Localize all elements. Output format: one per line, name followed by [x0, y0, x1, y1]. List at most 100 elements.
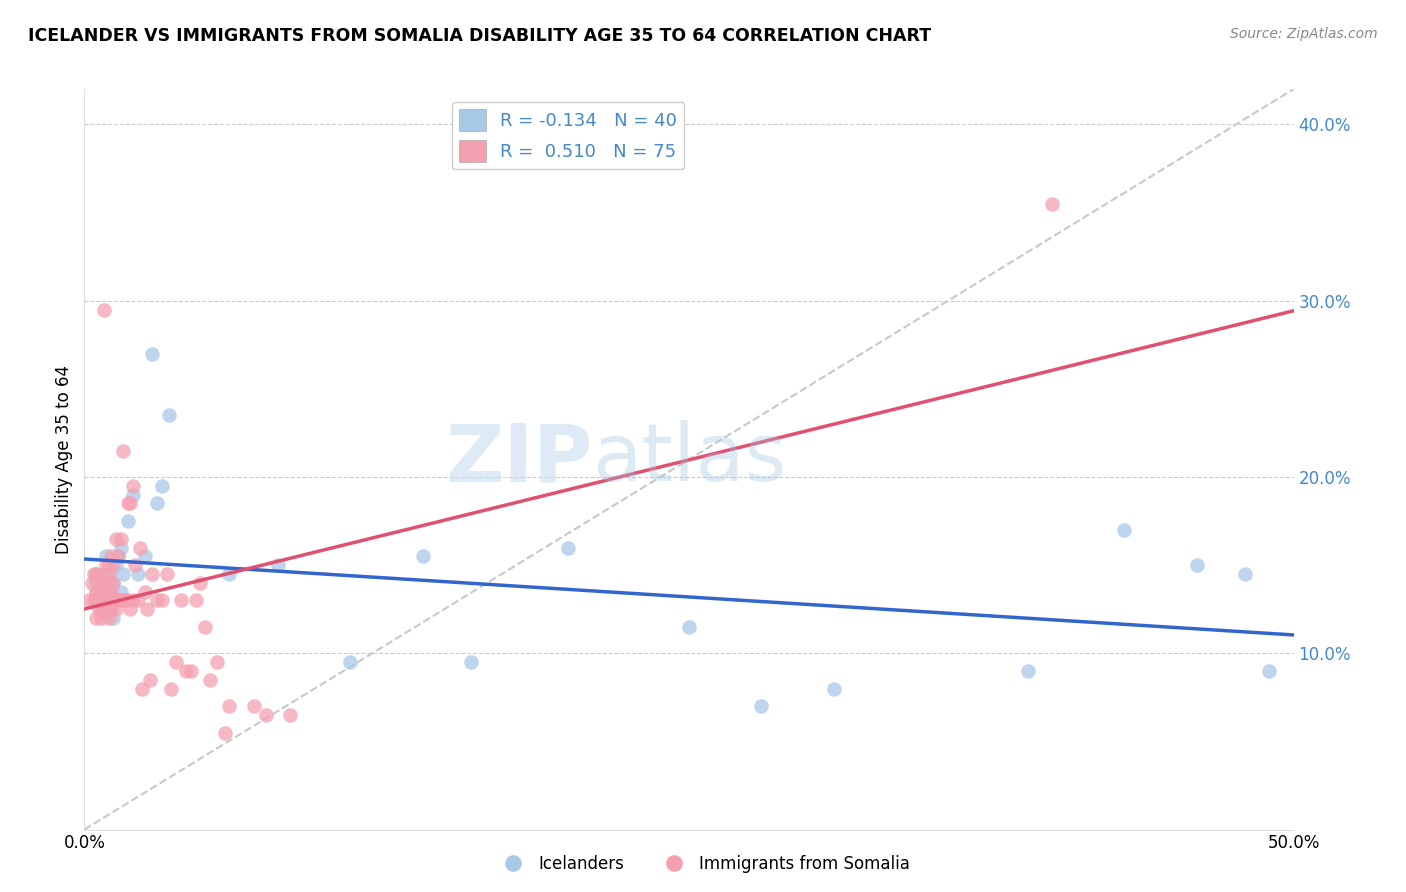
Point	[218, 566, 240, 581]
Point	[97, 602, 120, 616]
Point	[114, 593, 136, 607]
Point	[146, 496, 169, 510]
Point	[117, 496, 139, 510]
Point	[127, 566, 149, 581]
Point	[120, 602, 142, 616]
Point	[100, 549, 122, 564]
Point	[267, 558, 290, 573]
Point	[86, 566, 108, 581]
Point	[150, 593, 173, 607]
Point	[412, 549, 434, 564]
Text: ZIP: ZIP	[444, 420, 592, 499]
Legend: Icelanders, Immigrants from Somalia: Icelanders, Immigrants from Somalia	[489, 848, 917, 880]
Point	[90, 566, 112, 581]
Point	[97, 558, 120, 573]
Point	[90, 611, 112, 625]
Text: Source: ZipAtlas.com: Source: ZipAtlas.com	[1230, 27, 1378, 41]
Point	[97, 593, 120, 607]
Point	[87, 584, 110, 599]
Point	[242, 699, 264, 714]
Point	[87, 602, 110, 616]
Point	[93, 575, 115, 590]
Point	[77, 593, 100, 607]
Point	[103, 575, 125, 590]
Point	[112, 593, 135, 607]
Text: atlas: atlas	[592, 420, 786, 499]
Point	[194, 620, 217, 634]
Point	[94, 558, 117, 573]
Point	[218, 699, 240, 714]
Point	[678, 620, 700, 634]
Point	[207, 655, 229, 669]
Point	[121, 488, 143, 502]
Point	[146, 593, 169, 607]
Point	[278, 708, 301, 723]
Point	[124, 558, 146, 573]
Point	[180, 664, 202, 678]
Point	[110, 541, 132, 555]
Point	[103, 575, 125, 590]
Point	[93, 593, 115, 607]
Point	[1185, 558, 1208, 573]
Point	[1040, 196, 1063, 211]
Point	[131, 681, 153, 696]
Point	[93, 602, 115, 616]
Point	[557, 541, 579, 555]
Point	[1234, 566, 1257, 581]
Point	[1017, 664, 1039, 678]
Point	[97, 575, 120, 590]
Point	[90, 593, 112, 607]
Point	[100, 602, 122, 616]
Point	[339, 655, 361, 669]
Point	[103, 611, 125, 625]
Point	[127, 593, 149, 607]
Point	[117, 514, 139, 528]
Point	[110, 584, 132, 599]
Point	[107, 593, 129, 607]
Point	[86, 593, 108, 607]
Point	[823, 681, 845, 696]
Point	[150, 479, 173, 493]
Point	[157, 409, 180, 423]
Point	[80, 575, 103, 590]
Point	[93, 593, 115, 607]
Point	[104, 532, 127, 546]
Point	[121, 479, 143, 493]
Point	[86, 611, 108, 625]
Point	[120, 496, 142, 510]
Point	[1114, 523, 1136, 537]
Point	[93, 575, 115, 590]
Legend: R = -0.134   N = 40, R =  0.510   N = 75: R = -0.134 N = 40, R = 0.510 N = 75	[451, 102, 685, 169]
Point	[97, 584, 120, 599]
Point	[110, 593, 132, 607]
Point	[94, 549, 117, 564]
Point	[138, 673, 160, 687]
Point	[214, 725, 236, 739]
Point	[1258, 664, 1281, 678]
Point	[97, 566, 120, 581]
Text: ICELANDER VS IMMIGRANTS FROM SOMALIA DISABILITY AGE 35 TO 64 CORRELATION CHART: ICELANDER VS IMMIGRANTS FROM SOMALIA DIS…	[28, 27, 931, 45]
Point	[112, 566, 135, 581]
Point	[86, 575, 108, 590]
Point	[141, 346, 163, 360]
Point	[460, 655, 482, 669]
Point	[103, 593, 125, 607]
Point	[104, 602, 127, 616]
Point	[86, 566, 108, 581]
Point	[121, 593, 143, 607]
Point	[107, 549, 129, 564]
Point	[134, 549, 156, 564]
Point	[198, 673, 221, 687]
Point	[107, 549, 129, 564]
Point	[86, 584, 108, 599]
Point	[90, 575, 112, 590]
Point	[94, 602, 117, 616]
Point	[751, 699, 773, 714]
Point	[160, 681, 183, 696]
Point	[86, 593, 108, 607]
Point	[141, 566, 163, 581]
Point	[254, 708, 277, 723]
Point	[97, 566, 120, 581]
Point	[104, 558, 127, 573]
Point	[129, 541, 152, 555]
